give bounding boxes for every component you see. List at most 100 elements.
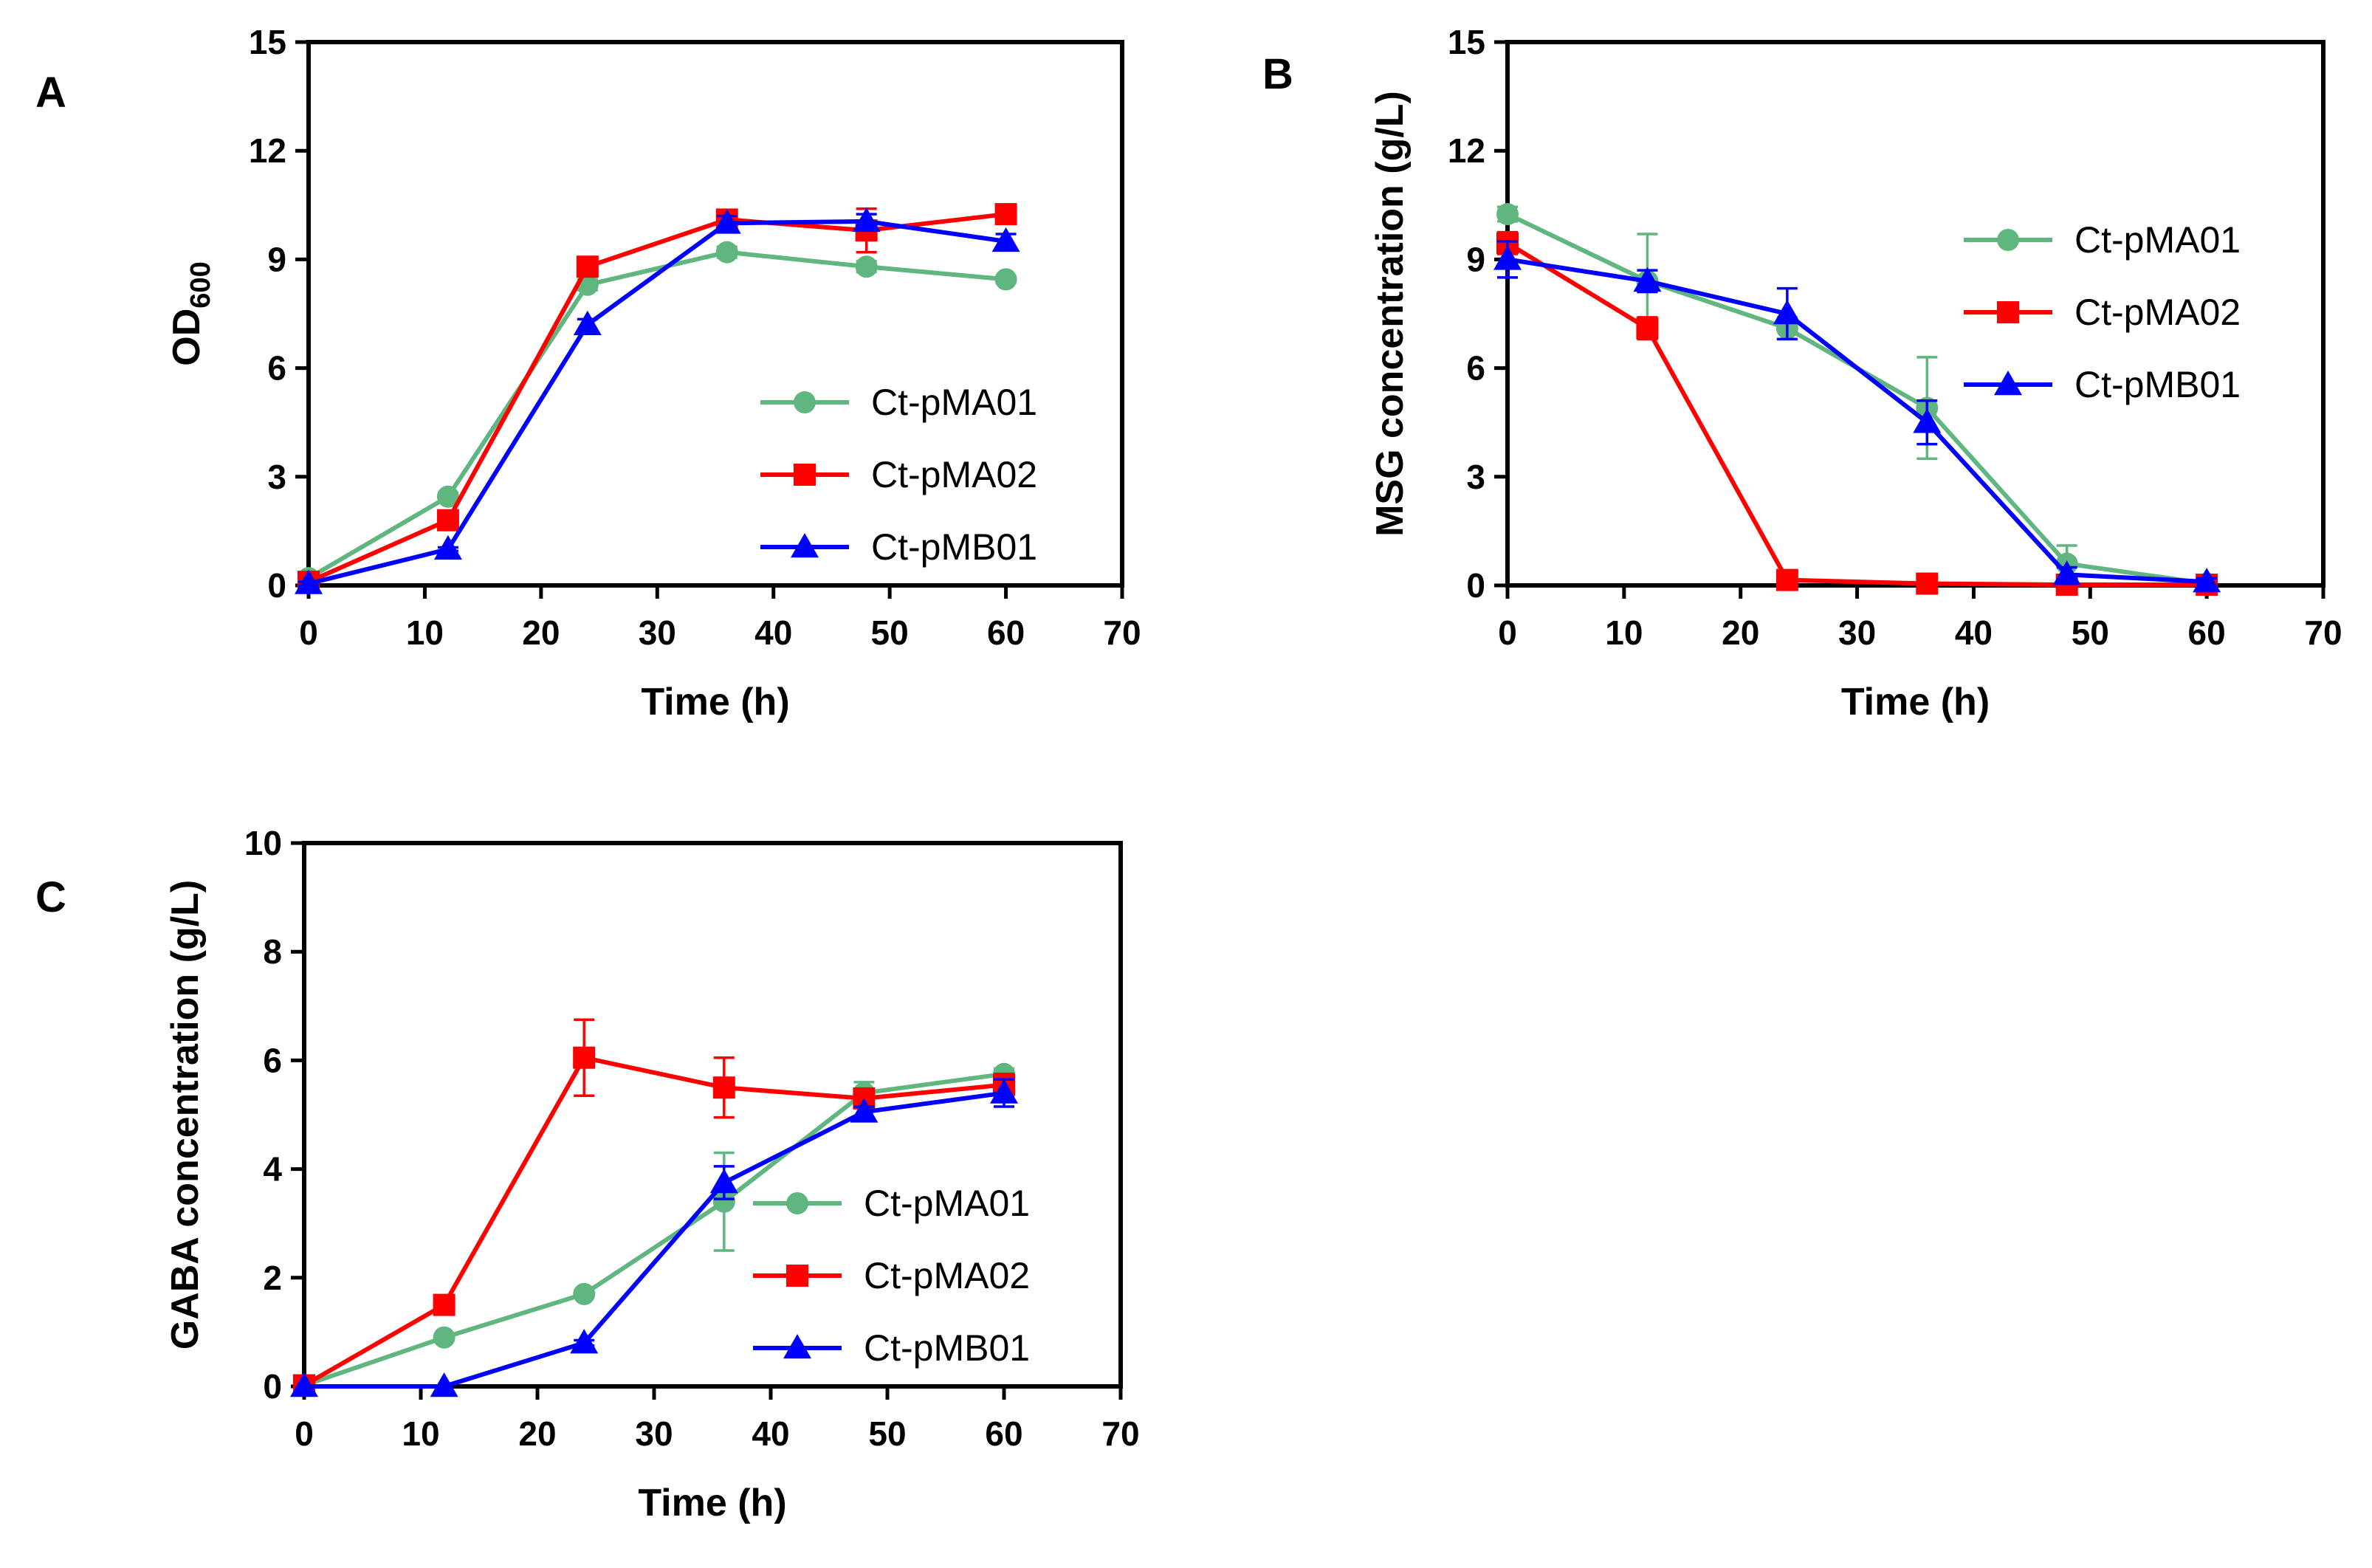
data-point bbox=[852, 207, 881, 233]
legend-label: Ct-pMA01 bbox=[864, 1183, 1030, 1224]
y-tick-label: 15 bbox=[1448, 23, 1485, 61]
legend-label: Ct-pMA02 bbox=[871, 454, 1037, 495]
x-tick-label: 0 bbox=[295, 1414, 314, 1453]
legend: Ct-pMA01 Ct-pMA02 Ct-pMB01 bbox=[1964, 219, 2241, 405]
x-tick-label: 20 bbox=[1722, 613, 1759, 652]
x-tick-label: 30 bbox=[639, 613, 676, 652]
y-tick-label: 0 bbox=[1466, 566, 1485, 605]
series-ct-pmb01 bbox=[295, 207, 1020, 594]
data-point bbox=[433, 1326, 456, 1349]
x-tick-label: 60 bbox=[987, 613, 1025, 652]
y-axis-title: GABA concentration (g/L) bbox=[164, 880, 207, 1350]
series-line bbox=[307, 250, 1006, 580]
x-tick-label: 30 bbox=[1838, 613, 1876, 652]
panel-letter: C bbox=[35, 873, 66, 921]
data-point bbox=[295, 569, 323, 594]
y-tick-label: 9 bbox=[267, 240, 286, 278]
y-tick-label: 6 bbox=[267, 349, 286, 388]
series-ct-pma02 bbox=[1496, 230, 2218, 596]
x-tick-label: 50 bbox=[2072, 613, 2109, 652]
x-tick-label: 70 bbox=[2304, 613, 2342, 652]
y-tick-label: 0 bbox=[263, 1367, 282, 1406]
x-axis-title: Time (h) bbox=[641, 681, 789, 723]
chart-panel-c: C 0 10 20 30 40 50 60 70 0 2 4 6 8 10 Time (h) GABA conc… bbox=[35, 824, 1140, 1524]
data-point bbox=[850, 1098, 879, 1123]
x-tick-label: 10 bbox=[406, 613, 444, 652]
data-point bbox=[712, 1190, 735, 1213]
legend-label: Ct-pMB01 bbox=[871, 526, 1037, 568]
y-tick-label: 15 bbox=[249, 23, 286, 61]
y-tick-label: 3 bbox=[267, 458, 286, 496]
data-point bbox=[573, 1046, 596, 1069]
data-point bbox=[1775, 568, 1798, 591]
y-tick-label: 0 bbox=[267, 566, 286, 605]
x-axis-title: Time (h) bbox=[1841, 681, 1990, 723]
data-point bbox=[573, 1282, 596, 1305]
series-ct-pmb01 bbox=[290, 1078, 1018, 1397]
y-tick-label: 4 bbox=[263, 1150, 282, 1189]
x-tick-label: 60 bbox=[985, 1414, 1022, 1453]
series-line bbox=[303, 1071, 1005, 1388]
x-tick-label: 40 bbox=[1955, 613, 1993, 652]
y-tick-label: 6 bbox=[263, 1041, 282, 1079]
data-point bbox=[436, 509, 459, 532]
x-tick-label: 70 bbox=[1103, 613, 1141, 652]
y-tick-label: 9 bbox=[1466, 240, 1485, 278]
x-tick-label: 50 bbox=[868, 1414, 906, 1453]
x-tick-label: 20 bbox=[518, 1414, 556, 1453]
x-tick-label: 40 bbox=[754, 613, 792, 652]
series-ct-pmb01 bbox=[1493, 240, 2221, 593]
y-axis-title-main: OD bbox=[165, 309, 208, 366]
x-tick-label: 0 bbox=[1498, 613, 1517, 652]
data-point bbox=[570, 1329, 599, 1354]
legend-marker bbox=[794, 464, 816, 486]
chart-panel-a: A 0 10 20 30 40 50 60 70 0 3 6 9 12 15 Time (h) OD600 Ct-… bbox=[35, 23, 1141, 723]
x-axis-title: Time (h) bbox=[638, 1482, 786, 1524]
x-tick-label: 30 bbox=[635, 1414, 673, 1453]
series-line bbox=[304, 1090, 1005, 1389]
panel-letter: A bbox=[35, 69, 66, 117]
x-tick-label: 50 bbox=[871, 613, 909, 652]
legend-marker bbox=[1997, 229, 2019, 251]
x-tick-label: 40 bbox=[752, 1414, 789, 1453]
legend-marker bbox=[783, 1334, 811, 1359]
data-point bbox=[990, 1079, 1018, 1104]
legend-label: Ct-pMA02 bbox=[2074, 292, 2241, 333]
data-point bbox=[430, 1372, 458, 1397]
legend-marker bbox=[786, 1265, 808, 1287]
series-line bbox=[303, 1055, 1005, 1388]
chart-panel-b: B 0 10 20 30 40 50 60 70 0 3 6 9 12 15 Time (h) MSG conc… bbox=[1262, 23, 2342, 723]
data-point bbox=[715, 241, 738, 264]
y-tick-label: 12 bbox=[249, 131, 286, 170]
data-point bbox=[576, 255, 599, 278]
x-tick-label: 10 bbox=[402, 1414, 439, 1453]
y-axis-title: OD600 bbox=[165, 261, 216, 365]
data-point bbox=[1633, 267, 1662, 292]
x-tick-label: 10 bbox=[1605, 613, 1643, 652]
data-point bbox=[855, 255, 878, 278]
data-point bbox=[1493, 245, 1522, 270]
data-point bbox=[2052, 560, 2081, 585]
legend-label: Ct-pMB01 bbox=[864, 1327, 1030, 1369]
panel-letter: B bbox=[1262, 50, 1293, 98]
data-point bbox=[2193, 568, 2221, 593]
data-point bbox=[709, 1169, 738, 1194]
legend-marker bbox=[786, 1192, 808, 1214]
data-point bbox=[290, 1372, 318, 1397]
series-line bbox=[1506, 241, 2207, 588]
data-point bbox=[712, 209, 741, 234]
legend: Ct-pMA01 Ct-pMA02 Ct-pMB01 bbox=[760, 382, 1037, 568]
data-point bbox=[1636, 317, 1659, 340]
data-point bbox=[1773, 300, 1801, 325]
x-tick-label: 20 bbox=[522, 613, 560, 652]
data-point bbox=[1913, 408, 1942, 433]
legend-label: Ct-pMA01 bbox=[871, 382, 1037, 423]
data-point bbox=[573, 310, 602, 335]
legend-label: Ct-pMB01 bbox=[2074, 364, 2241, 405]
data-point bbox=[1916, 572, 1939, 595]
data-point bbox=[991, 227, 1020, 252]
legend: Ct-pMA01 Ct-pMA02 Ct-pMB01 bbox=[753, 1183, 1030, 1369]
x-tick-label: 60 bbox=[2188, 613, 2226, 652]
data-point bbox=[1496, 203, 1519, 226]
